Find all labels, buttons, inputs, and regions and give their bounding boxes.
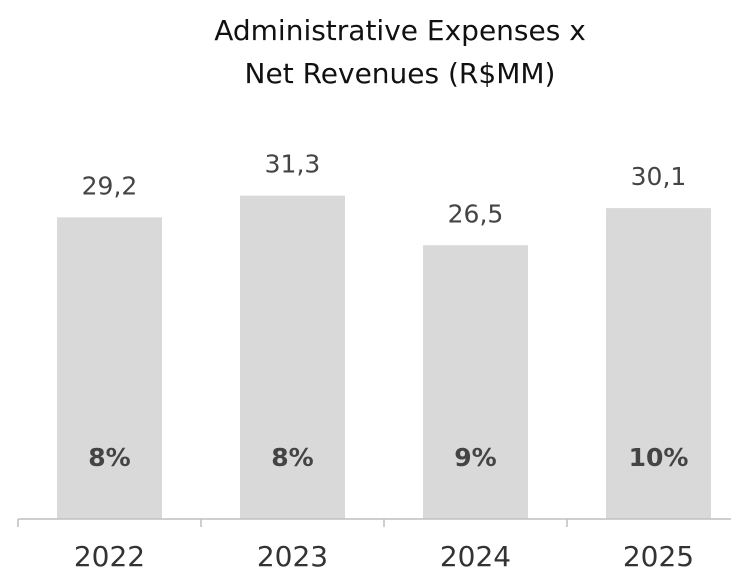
bar — [57, 217, 162, 519]
bar — [240, 195, 345, 519]
x-tick-label: 2025 — [623, 540, 694, 573]
x-tick-label: 2022 — [74, 540, 145, 573]
data-label: 30,1 — [631, 162, 687, 191]
x-tick-label: 2023 — [257, 540, 328, 573]
percent-label: 9% — [454, 443, 496, 472]
x-tick-label: 2024 — [440, 540, 511, 573]
chart-title: Net Revenues (R$MM) — [245, 57, 556, 90]
bar — [606, 208, 711, 519]
data-label: 31,3 — [265, 150, 321, 179]
data-label: 26,5 — [448, 199, 504, 228]
data-label: 29,2 — [82, 171, 138, 200]
percent-label: 10% — [629, 443, 689, 472]
chart-title: Administrative Expenses x — [214, 14, 586, 47]
bar — [423, 245, 528, 519]
percent-label: 8% — [88, 443, 130, 472]
percent-label: 8% — [271, 443, 313, 472]
